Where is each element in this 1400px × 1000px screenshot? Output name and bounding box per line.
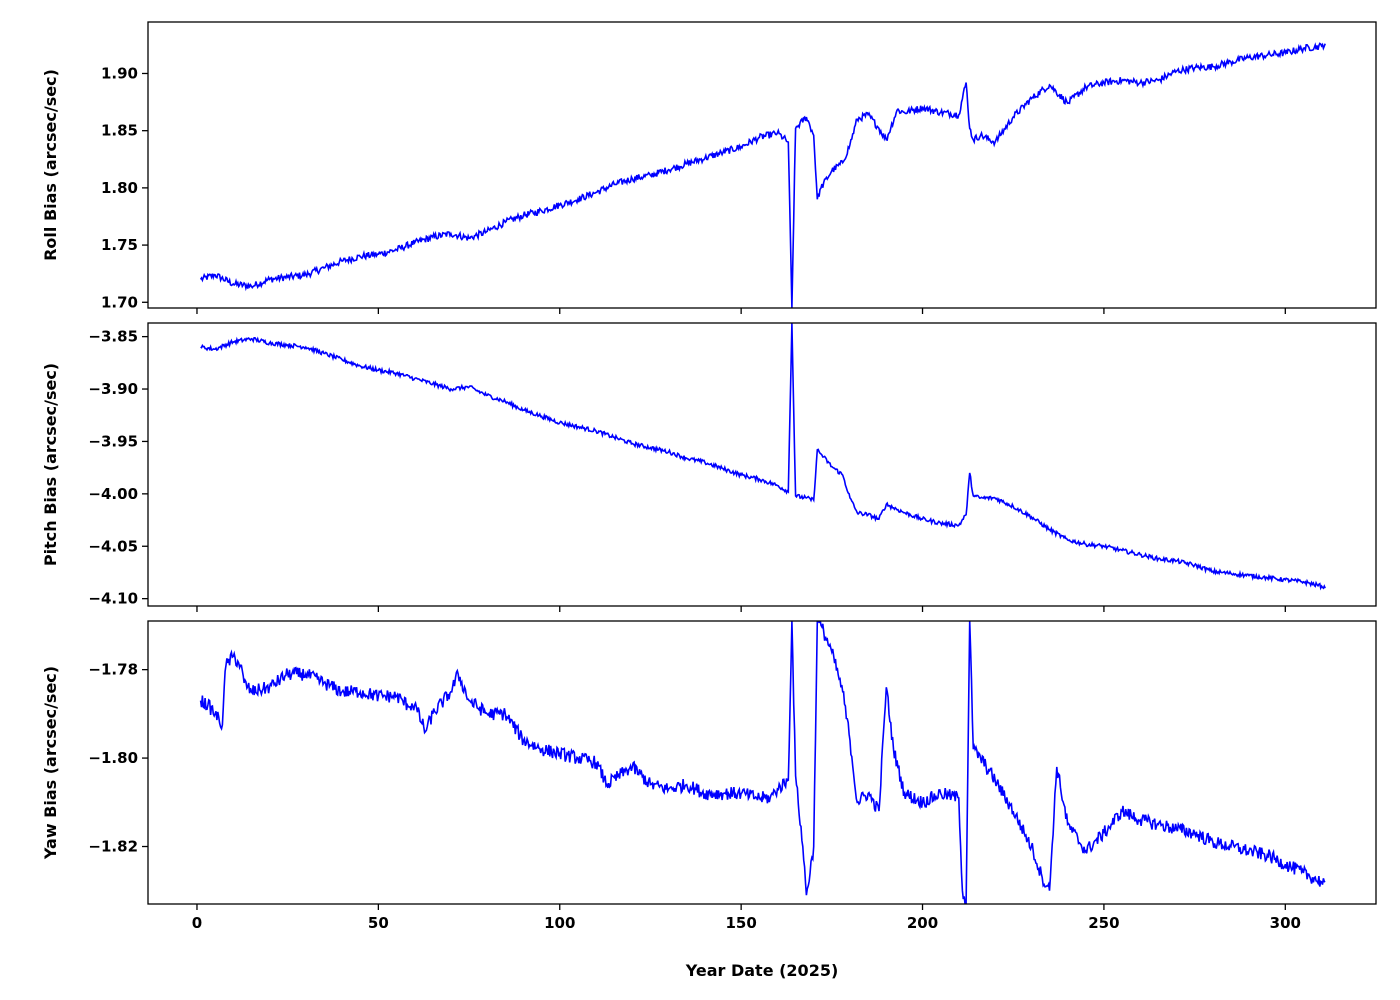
yaw-bias-axes-frame: [147, 620, 1377, 905]
roll-bias-ytick-label: 1.75: [101, 236, 138, 254]
pitch-bias-ytick-label: −4.05: [88, 537, 138, 555]
roll-bias-axes-frame: [147, 21, 1377, 309]
roll-bias-ytick-label: 1.70: [101, 293, 138, 311]
xtick-label: 50: [368, 914, 389, 932]
yaw-bias-series-line: [199, 621, 1326, 904]
pitch-bias-ytick-label: −3.85: [88, 328, 138, 346]
xtick-label: 200: [907, 914, 938, 932]
xtick-label: 300: [1270, 914, 1301, 932]
pitch-bias-axes-frame: [147, 322, 1377, 607]
roll-bias-ytick-label: 1.80: [101, 179, 138, 197]
panels: 1.70 1.75 1.80 1.85 1.90 Roll Bias (arcsec/se…: [41, 21, 1377, 980]
roll-bias-ytick-label: 1.85: [101, 122, 138, 140]
pitch-bias-ytick-label: −3.95: [88, 432, 138, 450]
xtick-label: 250: [1088, 914, 1119, 932]
pitch-bias-series-line: [200, 323, 1326, 591]
pitch-bias-ytick-label: −4.10: [88, 590, 138, 608]
roll-bias-panel: 1.70 1.75 1.80 1.85 1.90 Roll Bias (arcsec/se…: [41, 21, 1377, 314]
yaw-bias-ytick-label: −1.82: [88, 838, 138, 856]
xtick-label: 0: [192, 914, 202, 932]
roll-bias-ytick-label: 1.90: [101, 64, 138, 82]
yaw-bias-ytick-label: −1.80: [88, 749, 138, 767]
xtick-label: 150: [725, 914, 756, 932]
roll-bias-series-line: [199, 42, 1326, 308]
pitch-bias-panel: −3.85 −3.90 −3.95 −4.00 −4.05 −4.10 Pitch Bias…: [41, 322, 1377, 612]
yaw-bias-ylabel: Yaw Bias (arcsec/sec): [41, 666, 60, 860]
xlabel: Year Date (2025): [685, 961, 839, 980]
yaw-bias-panel: −1.78 −1.80 −1.82 0 50 100 150 200 250 300 Yaw Bia…: [41, 620, 1377, 980]
xtick-label: 100: [544, 914, 575, 932]
pitch-bias-ylabel: Pitch Bias (arcsec/sec): [41, 363, 60, 566]
pitch-bias-ytick-label: −3.90: [88, 380, 138, 398]
pitch-bias-ytick-label: −4.00: [88, 485, 138, 503]
yaw-bias-ytick-label: −1.78: [88, 661, 138, 679]
roll-bias-ylabel: Roll Bias (arcsec/sec): [41, 69, 60, 261]
